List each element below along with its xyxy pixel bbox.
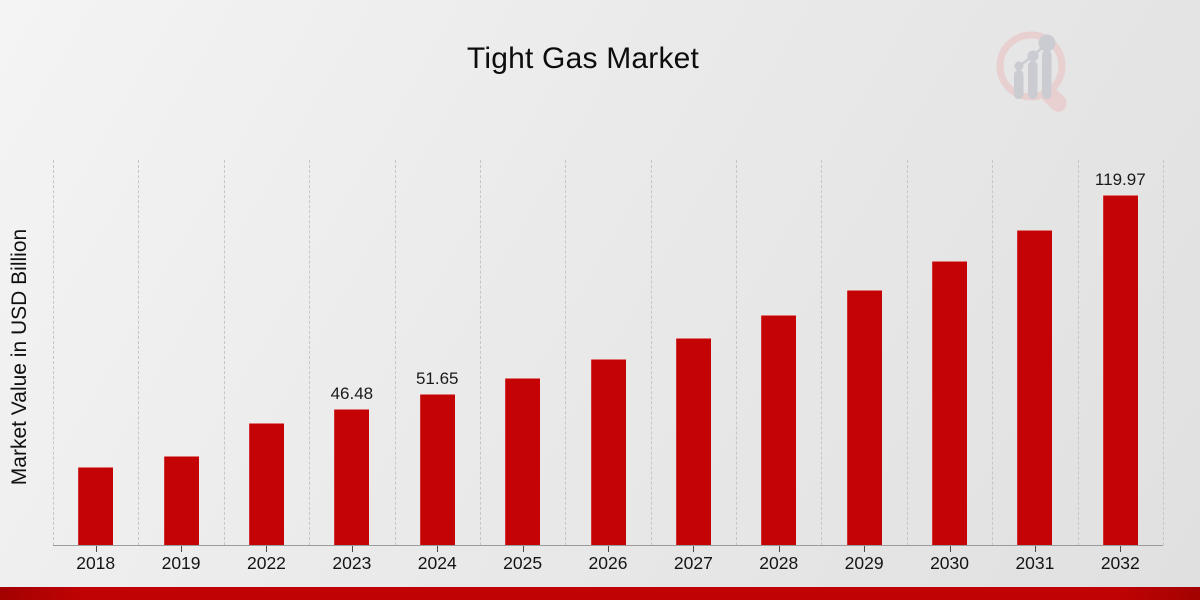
bar-2019 (163, 456, 199, 545)
bar-2026 (590, 359, 626, 545)
mrfr-magnifier-logo-watermark (996, 31, 1067, 112)
x-axis-label-2024: 2024 (417, 553, 457, 573)
x-axis-label-2031: 2031 (1015, 553, 1055, 573)
bar-2031 (1017, 229, 1053, 545)
x-axis-tick (95, 546, 97, 552)
vertical-gridline (565, 160, 567, 545)
bar-value-label-2032: 119.97 (1094, 170, 1146, 190)
x-axis-tick (522, 546, 524, 552)
x-axis-label-2028: 2028 (759, 553, 799, 573)
x-axis-label-2030: 2030 (930, 553, 969, 573)
bar-value-label-2023: 46.48 (330, 384, 374, 404)
footer-accent-bar (0, 587, 1200, 600)
x-axis-label-2025: 2025 (503, 553, 543, 573)
x-axis-tick (181, 546, 183, 552)
vertical-gridline (650, 160, 652, 545)
x-axis-tick (437, 546, 439, 552)
plot-area: 46.48 51.65 119.97 (53, 160, 1164, 545)
vertical-gridline (736, 160, 738, 545)
x-axis-tick (1034, 546, 1036, 552)
y-axis-label: Market Value in USD Billion (8, 228, 31, 486)
bar-2023 (334, 409, 370, 545)
x-axis-tick (1120, 546, 1122, 552)
bar-2029 (846, 289, 882, 545)
x-axis-label-2032: 2032 (1100, 553, 1140, 573)
bar-value-label-2024: 51.65 (415, 369, 459, 389)
vertical-gridline (309, 160, 311, 545)
vertical-gridline (821, 160, 823, 545)
bar-2028 (761, 315, 797, 545)
x-axis-line (53, 545, 1163, 546)
x-axis-tick (778, 546, 780, 552)
chart-title: Tight Gas Market (466, 42, 700, 75)
x-axis-label-2018: 2018 (76, 553, 116, 573)
bar-2022 (248, 423, 284, 545)
vertical-gridline (223, 160, 225, 545)
x-axis-tick (608, 546, 609, 552)
bar-2024 (419, 394, 455, 545)
vertical-gridline (1077, 160, 1079, 545)
bar-2027 (675, 338, 711, 545)
vertical-gridline (138, 160, 140, 545)
bar-2018 (78, 466, 114, 545)
x-axis-tick (864, 546, 866, 552)
bar-2025 (505, 377, 541, 545)
x-axis-tick (949, 546, 951, 552)
x-axis-label-2026: 2026 (588, 553, 628, 573)
vertical-gridline (906, 160, 908, 545)
x-axis-label-2019: 2019 (161, 553, 201, 573)
x-axis-tick (351, 546, 353, 552)
bar-2032 (1102, 195, 1138, 545)
vertical-gridline (53, 160, 54, 545)
x-axis-label-2022: 2022 (246, 553, 286, 573)
x-axis-label-2027: 2027 (673, 553, 713, 573)
x-axis-label-2023: 2023 (332, 553, 372, 573)
vertical-gridline (992, 160, 994, 545)
vertical-gridline (479, 160, 481, 545)
vertical-gridline (394, 160, 396, 545)
x-axis-tick (693, 546, 695, 552)
x-axis-tick (266, 546, 268, 552)
x-axis-label-2029: 2029 (844, 553, 884, 573)
vertical-gridline (1163, 160, 1164, 545)
bar-2030 (932, 261, 968, 545)
